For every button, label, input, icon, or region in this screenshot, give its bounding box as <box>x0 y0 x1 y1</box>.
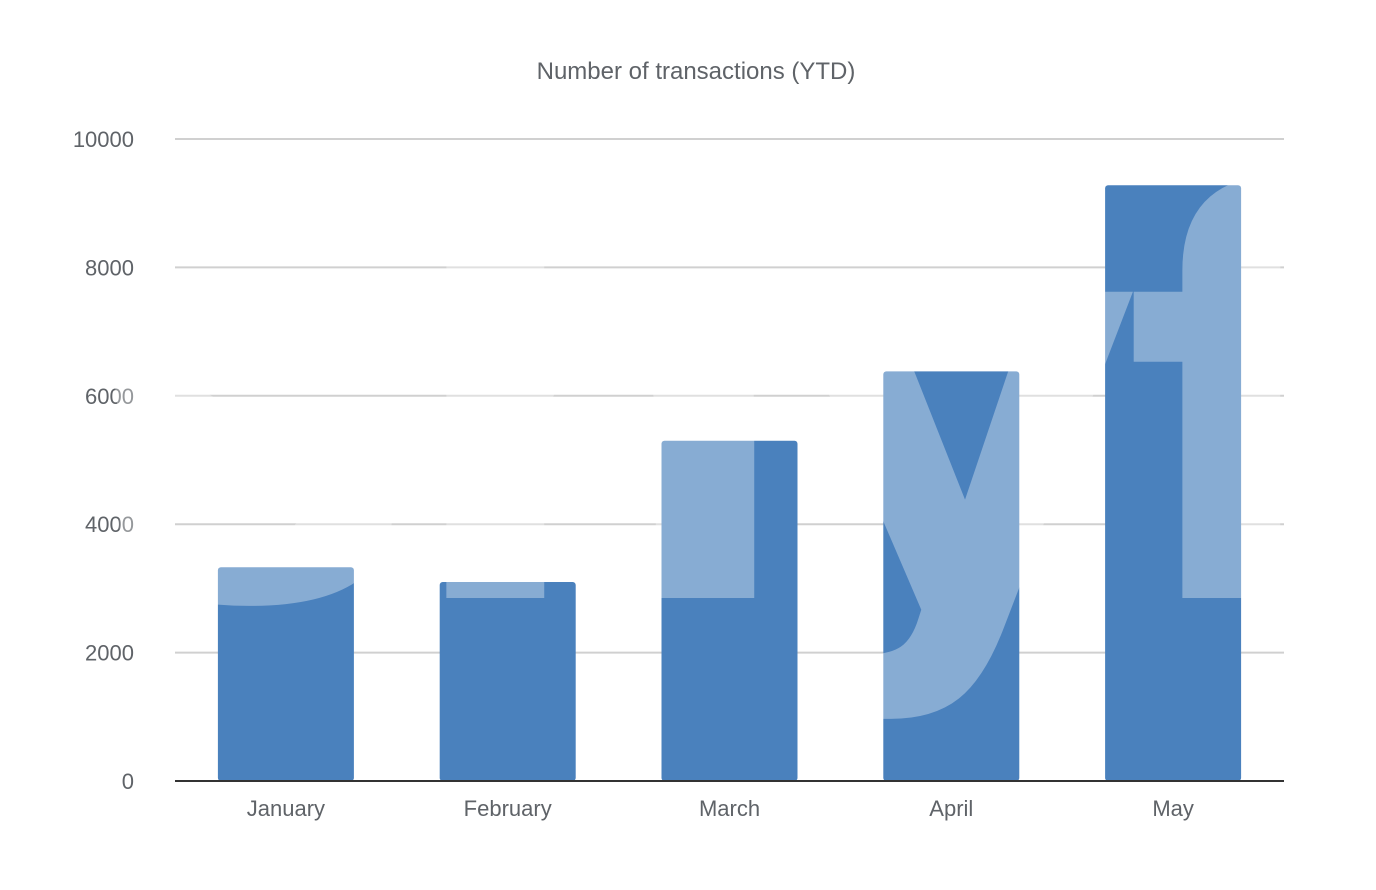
y-tick-label: 10000 <box>73 127 134 152</box>
x-tick-label: February <box>464 796 552 821</box>
x-tick-label: January <box>247 796 325 821</box>
y-tick-label: 4000 <box>85 512 134 537</box>
x-axis-categories: January February March April May <box>247 796 1194 821</box>
x-tick-label: May <box>1152 796 1194 821</box>
y-tick-label: 2000 <box>85 641 134 666</box>
y-tick-label: 0 <box>122 769 134 794</box>
bar <box>1105 185 1242 781</box>
watermark-logo: shyft <box>86 79 1376 731</box>
y-tick-label: 8000 <box>85 255 134 280</box>
bar <box>217 567 354 781</box>
bars <box>217 185 1242 781</box>
x-tick-label: March <box>699 796 760 821</box>
bar <box>439 581 576 781</box>
bar <box>661 440 798 781</box>
bar <box>883 371 1020 781</box>
y-axis-ticks: 0 2000 4000 6000 8000 10000 <box>73 127 134 794</box>
x-tick-label: April <box>929 796 973 821</box>
y-tick-label: 6000 <box>85 384 134 409</box>
chart-title: Number of transactions (YTD) <box>537 58 856 85</box>
